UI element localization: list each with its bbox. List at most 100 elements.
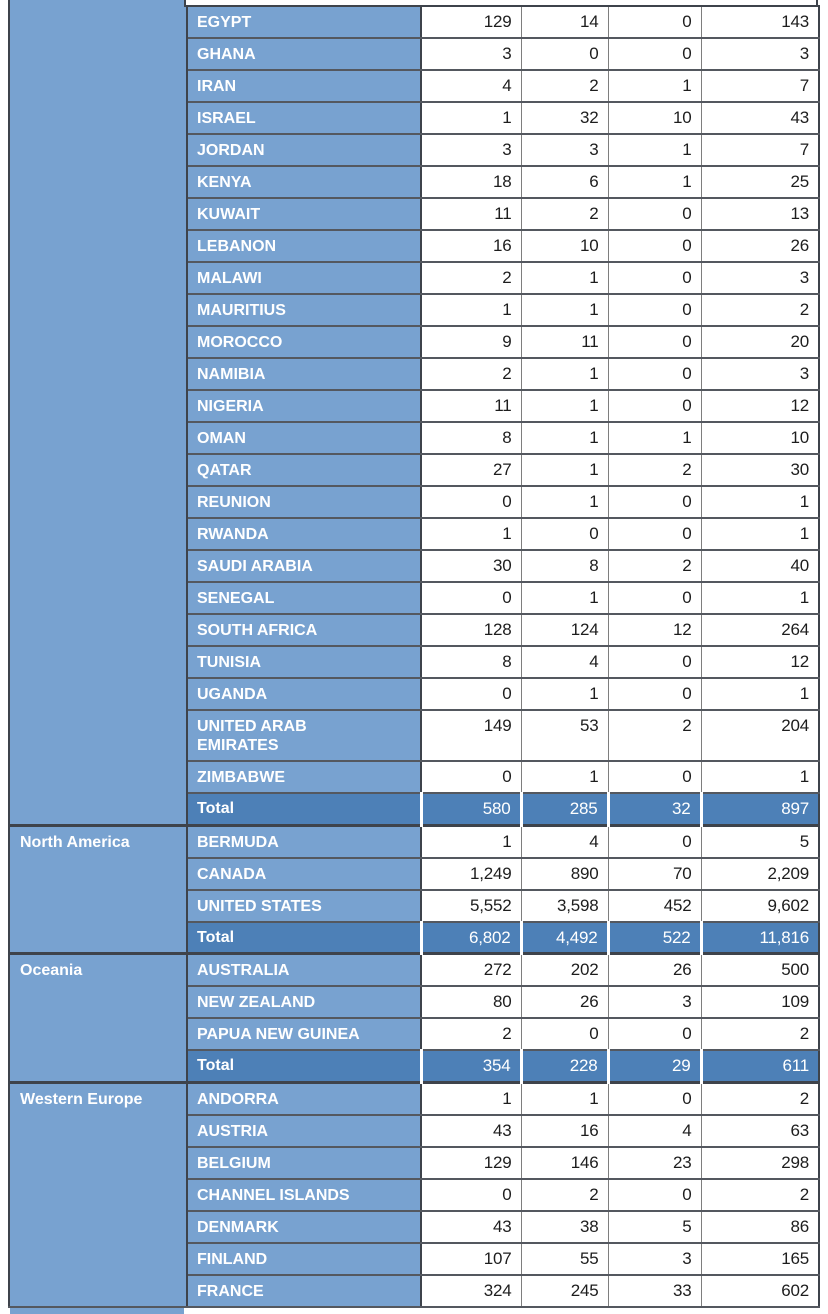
value-cell: 10: [608, 101, 702, 135]
value-cell: 0: [608, 229, 702, 263]
country-row: JORDAN 3 3 1 7: [9, 133, 820, 167]
value-cell: 0: [608, 389, 702, 423]
region-total-row: Total 6,802 4,492 522 11,816: [9, 920, 820, 955]
value-cell: 30: [421, 549, 522, 583]
value-cell: 0: [421, 1177, 522, 1212]
value-cell: 43: [421, 1113, 522, 1148]
value-cell: 3: [421, 37, 522, 71]
row-total-cell: 7: [701, 69, 820, 103]
region-total-row: Total 580 285 32 897: [9, 792, 820, 826]
value-cell: 0: [608, 677, 702, 711]
row-total-cell: 10: [701, 421, 820, 455]
region-column-continuation-top: [8, 0, 186, 7]
country-row: UNITED ARAB EMIRATES 149 53 2 204: [9, 709, 820, 762]
value-cell: 4: [608, 1113, 702, 1148]
country-cell: JORDAN: [187, 133, 422, 167]
country-cell: UNITED ARAB EMIRATES: [187, 709, 422, 762]
value-cell: 11: [421, 389, 522, 423]
value-cell: 1: [608, 133, 702, 167]
country-row: North America BERMUDA 1 4 0 5: [8, 823, 820, 955]
value-cell: 0: [608, 197, 702, 231]
country-row: LEBANON 16 10 0 26: [9, 229, 820, 263]
total-label-cell: Total: [186, 920, 421, 955]
value-cell: 0: [421, 760, 522, 794]
country-cell: MOROCCO: [187, 325, 422, 359]
total-value-cell: 580: [419, 792, 521, 826]
country-cell: REUNION: [187, 485, 422, 519]
value-cell: 5: [608, 1209, 702, 1244]
country-cell: EGYPT: [187, 5, 422, 39]
total-value-cell: 4,492: [519, 920, 608, 955]
row-total-cell: 2: [701, 1017, 820, 1051]
value-cell: 0: [521, 1017, 609, 1051]
total-value-cell: 6,802: [419, 920, 521, 955]
country-cell: MAURITIUS: [187, 293, 422, 327]
value-cell: 146: [521, 1145, 609, 1180]
total-value-cell: 354: [419, 1049, 521, 1083]
value-cell: 0: [608, 823, 702, 859]
country-cell: RWANDA: [187, 517, 422, 551]
value-cell: 32: [521, 101, 609, 135]
row-total-cell: 1: [701, 517, 820, 551]
row-total-cell: 12: [701, 389, 820, 423]
region-name-cell: Western Europe: [8, 1080, 188, 1308]
country-row: Oceania AUSTRALIA 272 202 26 500: [8, 952, 820, 1083]
row-total-cell: 1: [701, 581, 820, 615]
value-cell: 6: [521, 165, 609, 199]
value-cell: 128: [421, 613, 522, 647]
total-value-cell: 29: [606, 1049, 701, 1083]
value-cell: 1: [521, 453, 609, 487]
country-row: AUSTRIA 43 16 4 63: [9, 1113, 820, 1148]
value-cell: 14: [521, 5, 609, 39]
region-name-cell: [8, 6, 188, 826]
country-row: BELGIUM 129 146 23 298: [9, 1145, 820, 1180]
value-cell: 1: [421, 293, 522, 327]
table-right-border-continuation-top: [816, 0, 818, 7]
value-cell: 8: [521, 549, 609, 583]
country-row: REUNION 0 1 0 1: [9, 485, 820, 519]
value-cell: 1: [608, 165, 702, 199]
value-cell: 1: [521, 293, 609, 327]
country-row: SENEGAL 0 1 0 1: [9, 581, 820, 615]
country-cell: NEW ZEALAND: [187, 985, 422, 1019]
row-total-cell: 40: [701, 549, 820, 583]
value-cell: 4: [521, 645, 609, 679]
country-row: ISRAEL 1 32 10 43: [9, 101, 820, 135]
region-name-cell: Oceania: [8, 952, 188, 1083]
value-cell: 3: [608, 985, 702, 1019]
row-total-cell: 25: [701, 165, 820, 199]
region-column-continuation-bottom: [10, 1307, 184, 1314]
country-row: CANADA 1,249 890 70 2,209: [9, 856, 820, 891]
row-total-cell: 3: [701, 37, 820, 71]
value-cell: 324: [421, 1273, 522, 1308]
value-cell: 0: [608, 485, 702, 519]
value-cell: 2: [608, 453, 702, 487]
country-row: TUNISIA 8 4 0 12: [9, 645, 820, 679]
country-row: FRANCE 324 245 33 602: [9, 1273, 820, 1308]
country-row: KENYA 18 6 1 25: [9, 165, 820, 199]
value-cell: 0: [608, 325, 702, 359]
value-cell: 129: [421, 5, 522, 39]
value-cell: 2: [421, 261, 522, 295]
country-cell: IRAN: [187, 69, 422, 103]
value-cell: 129: [421, 1145, 522, 1180]
country-cell: LEBANON: [187, 229, 422, 263]
value-cell: 1: [521, 677, 609, 711]
country-cell: SOUTH AFRICA: [187, 613, 422, 647]
country-cell: SAUDI ARABIA: [187, 549, 422, 583]
country-row: OMAN 8 1 1 10: [9, 421, 820, 455]
country-cell: ZIMBABWE: [187, 760, 422, 794]
value-cell: 23: [608, 1145, 702, 1180]
value-cell: 3: [421, 133, 522, 167]
region-name-cell: North America: [8, 823, 188, 955]
value-cell: 18: [421, 165, 522, 199]
country-cell: DENMARK: [187, 1209, 422, 1244]
value-cell: 149: [421, 709, 522, 762]
value-cell: 1: [521, 581, 609, 615]
country-cell: BERMUDA: [187, 823, 422, 859]
row-total-cell: 20: [701, 325, 820, 359]
country-cell: QATAR: [187, 453, 422, 487]
row-total-cell: 3: [701, 357, 820, 391]
country-cell: NIGERIA: [187, 389, 422, 423]
